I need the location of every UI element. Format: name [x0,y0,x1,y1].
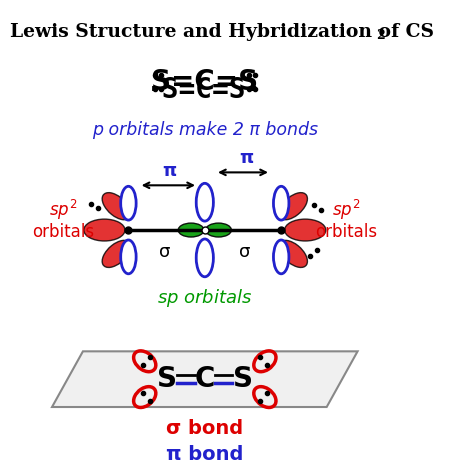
Ellipse shape [102,240,131,268]
Ellipse shape [206,223,231,237]
Text: S=C=S: S=C=S [151,68,258,96]
Text: σ: σ [159,243,170,261]
Ellipse shape [284,219,326,241]
Text: π bond: π bond [166,445,244,464]
Text: $sp^2$: $sp^2$ [332,198,361,222]
Ellipse shape [121,240,136,274]
Text: σ bond: σ bond [166,419,243,438]
Ellipse shape [196,239,213,277]
Ellipse shape [273,240,289,274]
Text: S: S [233,365,253,393]
Ellipse shape [178,223,204,237]
Text: C: C [195,365,215,393]
Ellipse shape [196,239,213,277]
Text: ·S=C=S·: ·S=C=S· [146,76,264,104]
Ellipse shape [196,183,213,221]
Ellipse shape [121,186,136,220]
Ellipse shape [273,186,289,220]
Text: orbitals: orbitals [32,223,94,241]
Text: σ: σ [239,243,251,261]
Text: orbitals: orbitals [315,223,377,241]
Ellipse shape [196,183,213,221]
Ellipse shape [121,240,136,274]
Text: 2: 2 [376,29,385,42]
Ellipse shape [273,240,289,274]
Ellipse shape [279,240,308,268]
Ellipse shape [102,193,131,220]
Ellipse shape [279,193,308,220]
Text: S: S [157,365,177,393]
Text: p orbitals make 2 π bonds: p orbitals make 2 π bonds [92,121,318,139]
Text: Lewis Structure and Hybridization of CS: Lewis Structure and Hybridization of CS [10,23,434,41]
Text: π: π [163,162,177,180]
Text: $sp$ orbitals: $sp$ orbitals [157,287,253,308]
Text: π: π [239,149,253,168]
Text: $sp^2$: $sp^2$ [49,198,77,222]
Ellipse shape [273,186,289,220]
Ellipse shape [196,239,213,277]
Polygon shape [52,351,357,407]
Ellipse shape [84,219,125,241]
Ellipse shape [196,183,213,221]
Ellipse shape [121,186,136,220]
